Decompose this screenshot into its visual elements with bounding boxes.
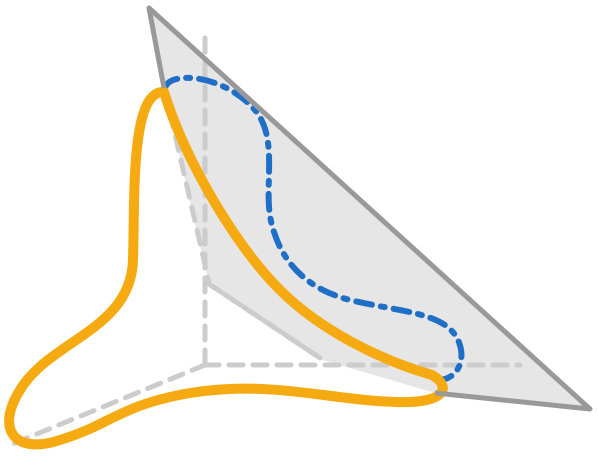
axis-depth: [7, 362, 208, 448]
plane-top-edge: [146, 5, 593, 412]
axis-plane-diagonal: [206, 281, 323, 361]
dashed-curve-on-plane: [162, 74, 465, 384]
solid-closed-curve: [4, 87, 448, 450]
